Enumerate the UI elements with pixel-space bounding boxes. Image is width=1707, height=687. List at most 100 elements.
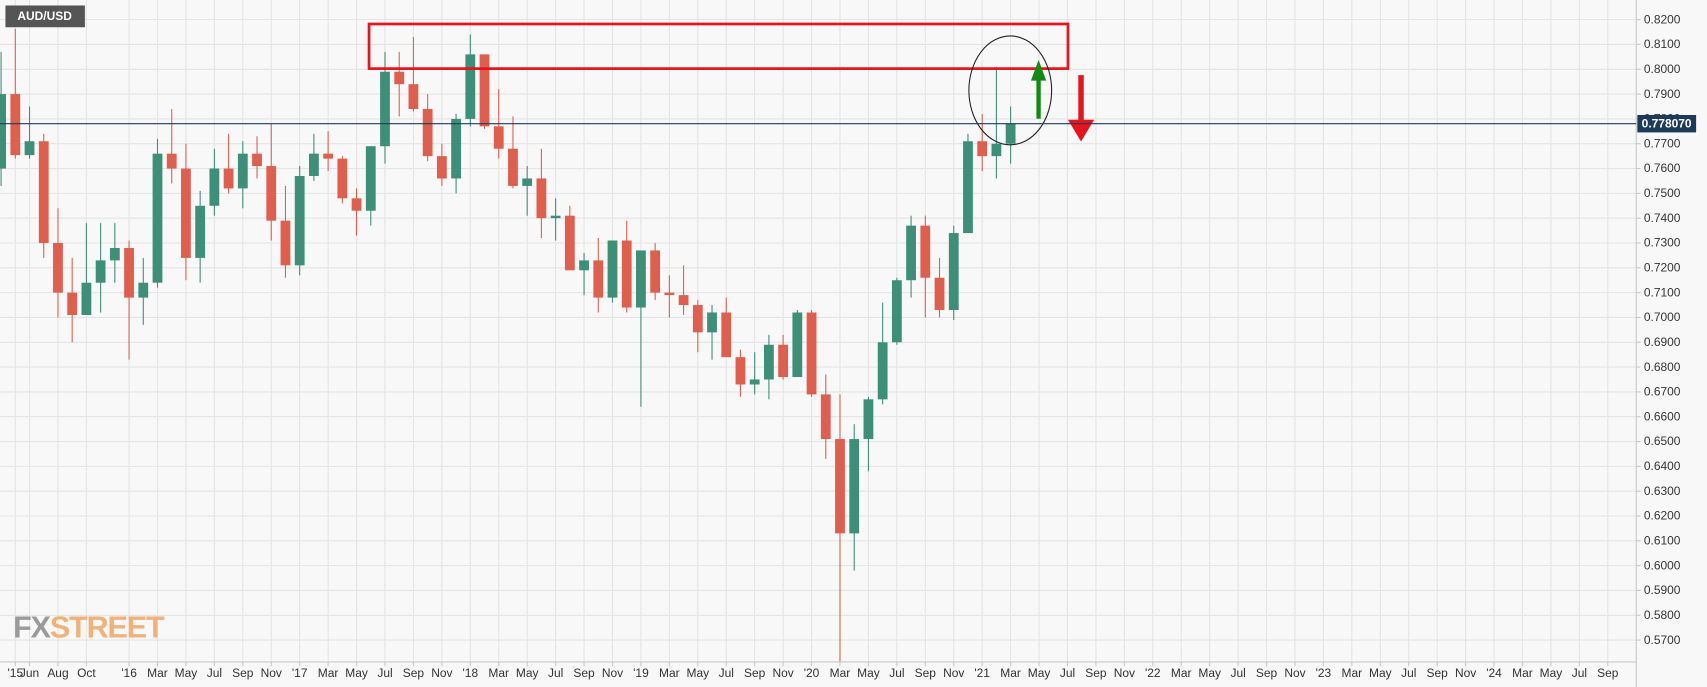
y-tick-label: 0.6200: [1644, 509, 1681, 523]
body: [792, 312, 803, 378]
body: [977, 141, 988, 157]
y-tick-label: 0.6500: [1644, 434, 1681, 448]
body: [365, 146, 376, 211]
x-tick-label: May: [345, 666, 368, 680]
x-tick-label: Nov: [602, 666, 623, 680]
x-tick-label: Mar: [1342, 666, 1363, 680]
body: [124, 247, 134, 298]
y-tick-label: 0.7700: [1644, 136, 1681, 150]
x-tick-label: Sep: [1085, 666, 1107, 680]
x-tick-label: Jul: [207, 666, 222, 680]
x-tick-label: Sep: [1256, 666, 1278, 680]
body: [24, 141, 35, 156]
body: [223, 168, 234, 189]
body: [38, 141, 49, 244]
x-tick-label: Jul: [719, 666, 734, 680]
y-tick-label: 0.7500: [1644, 186, 1681, 200]
resistance-zone: [367, 22, 1070, 70]
highlight-circle: [968, 35, 1053, 146]
symbol-box: [5, 5, 85, 28]
x-tick-label: Aug: [47, 666, 68, 680]
watermark: FXSTREET: [13, 610, 165, 644]
body: [95, 260, 106, 283]
x-tick-label: '17: [292, 666, 308, 680]
body: [920, 225, 931, 278]
x-tick-label: Jul: [1572, 666, 1587, 680]
x-tick-label: Sep: [915, 666, 937, 680]
x-tick-label: '24: [1486, 666, 1502, 680]
body: [906, 225, 916, 281]
body: [707, 312, 717, 333]
x-tick-label: May: [516, 666, 539, 680]
x-tick-label: Jul: [377, 666, 392, 680]
body: [294, 175, 305, 266]
x-tick-label: Nov: [431, 666, 452, 680]
x-tick-label: May: [175, 666, 198, 680]
symbol: AUD/USD: [17, 9, 72, 23]
body: [0, 94, 6, 169]
y-tick-label: 0.8000: [1644, 62, 1681, 76]
x-tick-label: Sep: [573, 666, 595, 680]
y-tick-label: 0.8100: [1644, 37, 1681, 51]
watermark-fx: FX: [13, 610, 52, 644]
y-tick-label: 0.5700: [1644, 633, 1681, 647]
body: [778, 344, 789, 378]
x-tick-label: May: [686, 666, 709, 680]
x-tick-label: '22: [1145, 666, 1161, 680]
body: [963, 141, 973, 234]
x-tick-label: May: [1028, 666, 1051, 680]
body: [422, 108, 433, 157]
body: [636, 250, 646, 308]
body: [579, 260, 589, 271]
body: [593, 260, 604, 298]
watermark-street: STREET: [50, 610, 165, 644]
x-tick-label: Jul: [889, 666, 904, 680]
x-tick-label: Sep: [232, 666, 254, 680]
body: [195, 205, 206, 258]
body: [479, 54, 490, 127]
body: [891, 280, 902, 343]
body: [763, 344, 774, 380]
body: [10, 94, 21, 156]
body: [252, 153, 262, 167]
body: [166, 153, 177, 169]
last-price-label: 0.778070: [1642, 116, 1692, 130]
body: [721, 312, 732, 358]
y-tick-label: 0.6900: [1644, 335, 1681, 349]
x-tick-label: May: [857, 666, 880, 680]
x-tick-label: Mar: [830, 666, 851, 680]
y-tick-label: 0.5900: [1644, 583, 1681, 597]
body: [436, 156, 447, 179]
y-tick-label: 0.6600: [1644, 409, 1681, 423]
body: [948, 233, 959, 311]
x-tick-label: Nov: [1114, 666, 1135, 680]
last-price-box: [1637, 114, 1697, 133]
body: [67, 292, 78, 315]
x-tick-label: Sep: [1597, 666, 1619, 680]
axes: 0.5700 0.5800 0.5900 0.6000 0.6100 0.6200 0.63…: [8, 12, 1681, 680]
x-tick-label: Mar: [147, 666, 168, 680]
x-tick-label: Oct: [77, 666, 96, 680]
body: [337, 158, 348, 199]
body: [664, 292, 675, 296]
x-tick-label: Jul: [548, 666, 563, 680]
y-tick-label: 0.8200: [1644, 12, 1681, 26]
up-arrow-head: [1030, 59, 1047, 81]
x-tick-label: Nov: [261, 666, 282, 680]
x-tick-label: Mar: [659, 666, 680, 680]
x-tick-label: Sep: [1427, 666, 1449, 680]
x-tick-label: Jul: [1401, 666, 1416, 680]
x-tick-label: '15: [8, 666, 24, 680]
body: [408, 84, 419, 109]
x-tick-label: May: [1540, 666, 1563, 680]
down-arrow-head: [1067, 119, 1095, 142]
y-tick-label: 0.7600: [1644, 161, 1681, 175]
body: [181, 168, 191, 258]
body: [465, 54, 476, 119]
body: [835, 439, 845, 534]
y-tick-label: 0.6100: [1644, 534, 1681, 548]
y-tick-label: 0.6400: [1644, 459, 1681, 473]
body: [323, 153, 334, 159]
y-tick-label: 0.6800: [1644, 360, 1681, 374]
